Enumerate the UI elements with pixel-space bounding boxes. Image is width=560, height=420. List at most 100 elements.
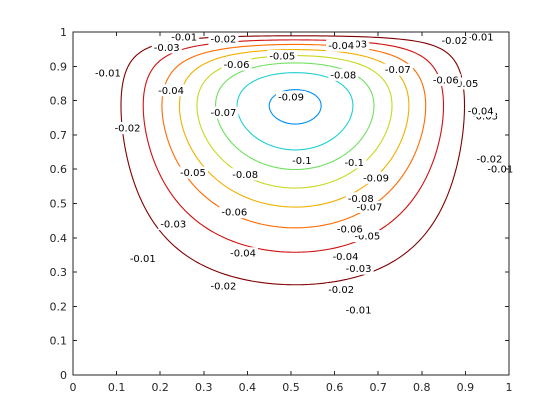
contour-label-bg: [361, 171, 392, 184]
axis-ticks: 0 0.1 0.2 0.3 0.4 0.5 0.6 0.7 0.8 0.9 1 0 0.1 0.2 0.3 0…: [50, 26, 513, 394]
contour-label: -0.03: [160, 220, 186, 231]
y-tick-label: 0.5: [50, 198, 68, 211]
contour-label-bg: [151, 41, 182, 54]
contour-label-bg: [430, 74, 461, 87]
contour-label-bg: [345, 192, 376, 205]
contour-label-bg: [289, 154, 315, 167]
contour-label-bg: [177, 166, 208, 179]
contour-labels: -0.01-0.01 -0.01-0.01-0.01-0.01-0.02-0.02…: [92, 31, 516, 316]
x-tick-label: 0.8: [413, 381, 431, 394]
x-tick-label: 0.9: [457, 381, 475, 394]
contour-label-bg: [465, 104, 496, 117]
y-tick-label: 0.9: [50, 60, 68, 73]
contour-label: -0.06: [221, 208, 247, 219]
contour-label: -0.08: [330, 70, 356, 81]
contour-label-bg: [158, 218, 189, 231]
x-tick-label: 0.7: [369, 381, 387, 394]
contour-label-bg: [465, 31, 496, 44]
contour-label-bg: [230, 168, 261, 181]
x-tick-label: 0.3: [195, 381, 213, 394]
x-tick-label: 0.6: [326, 381, 344, 394]
x-tick-label: 0.1: [108, 381, 126, 394]
contour-label: -0.03: [472, 112, 498, 123]
y-tick-label: 0.3: [50, 266, 68, 279]
y-tick-label: 0.2: [50, 300, 68, 313]
contour-label: -0.01: [468, 33, 494, 44]
contour-label: -0.06: [337, 225, 363, 236]
x-tick-label: 0: [70, 381, 77, 394]
contour-line-neg-0p07: [236, 72, 354, 151]
y-tick-label: 0.1: [50, 335, 68, 348]
contour-label: -0.01: [487, 165, 513, 176]
contour-label: -0.04: [328, 41, 354, 52]
y-tick-label: 0.8: [50, 95, 68, 108]
contour-label: -0.04: [333, 252, 359, 263]
contour-label-bg: [208, 32, 239, 45]
contour-label: -0.05: [269, 52, 295, 63]
contour-label: -0.06: [224, 60, 250, 71]
contour-label-bg: [221, 58, 252, 71]
contour-label-bg: [485, 163, 516, 176]
contour-label-bg: [326, 283, 357, 296]
contour-label-bg: [208, 279, 239, 292]
contour-label-bg: [228, 247, 259, 260]
contour-label: -0.04: [468, 106, 494, 117]
contour-label: -0.02: [476, 154, 502, 165]
contour-label: -0.06: [433, 76, 459, 87]
contour-label-bg: [127, 252, 158, 265]
x-tick-label: 0.2: [151, 381, 169, 394]
contour-label-bg: [334, 223, 365, 236]
contour-label: -0.04: [230, 249, 256, 260]
contour-label-bg: [169, 31, 200, 44]
contour-label: -0.01: [95, 69, 121, 80]
contour-label: -0.02: [328, 285, 354, 296]
contour-label: -0.05: [452, 79, 478, 90]
contour-label-bg: [276, 91, 306, 104]
contour-label: -0.02: [115, 124, 141, 135]
contour-label-bg: [343, 303, 374, 316]
contour-label: -0.01: [171, 33, 197, 44]
contour-line-neg-0p04: [178, 49, 410, 208]
contour-label: -0.05: [180, 168, 206, 179]
contour-label: -0.02: [442, 36, 468, 47]
contour-label-bg: [219, 206, 250, 219]
contour-label-bg: [330, 250, 361, 263]
contour-label-bg: [92, 67, 123, 80]
contour-label-bg: [343, 262, 374, 275]
contour-label-bg: [328, 68, 359, 81]
contour-label: -0.07: [357, 202, 383, 213]
contour-label: -0.07: [210, 108, 236, 119]
contour-label: -0.1: [292, 156, 312, 167]
contour-label-bg: [474, 152, 505, 165]
contour-label: -0.08: [348, 194, 374, 205]
contour-label: -0.02: [210, 281, 236, 292]
contour-label: -0.02: [210, 34, 236, 45]
contour-label-bg: [208, 106, 239, 119]
y-tick-label: 0.6: [50, 163, 68, 176]
x-tick-label: 0.4: [239, 381, 257, 394]
x-tick-label: 1: [506, 381, 513, 394]
contour-label: -0.09: [278, 93, 304, 104]
contour-label: -0.1: [344, 158, 364, 169]
y-tick-label: 1: [60, 26, 67, 39]
contour-label: -0.05: [354, 232, 380, 243]
contour-label: -0.01: [130, 254, 156, 265]
contour-label-bg: [267, 50, 298, 63]
contour-label-bg: [382, 63, 413, 76]
contour-label-bg: [342, 156, 367, 169]
y-tick-label: 0.7: [50, 129, 68, 142]
contour-label: -0.03: [154, 43, 180, 54]
contour-label: -0.07: [385, 65, 411, 76]
contour-label-bg: [439, 34, 470, 47]
contour-label: -0.01: [346, 305, 372, 316]
y-tick-label: 0.4: [50, 232, 68, 245]
contour-label-bg: [326, 39, 357, 52]
contour-label: -0.04: [158, 86, 184, 97]
contour-label: -0.09: [363, 173, 389, 184]
contour-label-bg: [112, 122, 143, 135]
y-tick-label: 0: [60, 369, 67, 382]
contour-label: -0.03: [346, 264, 372, 275]
x-tick-label: 0.5: [282, 381, 300, 394]
contour-label: -0.08: [232, 170, 258, 181]
